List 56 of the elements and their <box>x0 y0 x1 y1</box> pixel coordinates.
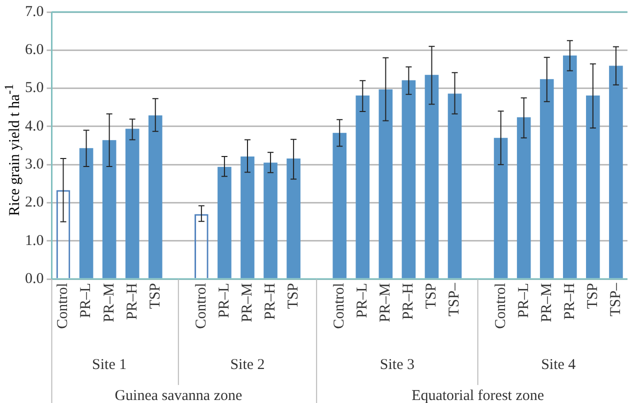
text: Site 2 <box>230 356 265 373</box>
y-tick-label: 2.0 <box>25 194 44 211</box>
bar <box>516 117 531 278</box>
bar <box>378 89 393 278</box>
text: Site 4 <box>541 356 576 373</box>
x-tick-label: Control <box>55 283 72 329</box>
x-tick-label: PR–L <box>516 283 532 318</box>
text: Equatorial forest zone <box>412 388 544 403</box>
y-tick-label: 0.0 <box>25 270 44 287</box>
bar <box>562 55 577 278</box>
bar <box>448 94 462 278</box>
y-tick-label: 5.0 <box>25 80 44 96</box>
x-tick-label: PR–M <box>538 283 555 322</box>
x-tick-label: TSP– <box>446 282 463 316</box>
y-tick-label: 4.0 <box>25 118 44 134</box>
x-tick-label: TSP– <box>608 282 624 316</box>
bar <box>609 66 623 278</box>
bar <box>102 140 116 278</box>
text: Guinea savanna zone <box>114 388 242 403</box>
bar <box>332 132 347 278</box>
x-tick-label: Control <box>492 283 509 329</box>
y-tick-label: 3.0 <box>25 156 44 173</box>
x-tick-label: Control <box>193 283 210 329</box>
x-tick-label: TSP <box>424 283 440 309</box>
x-tick-label: PR–M <box>378 283 394 322</box>
bar <box>356 96 370 278</box>
bar <box>79 148 94 278</box>
bar <box>218 166 232 278</box>
x-tick-label: PR–H <box>400 282 417 320</box>
x-tick-label: Control <box>332 283 348 329</box>
x-tick-label: PR–H <box>124 282 140 320</box>
x-tick-label: PR–H <box>562 282 578 320</box>
x-tick-label: PR–L <box>354 283 371 318</box>
bar <box>125 128 140 278</box>
bar <box>494 138 508 278</box>
x-tick-label: TSP <box>285 283 302 309</box>
y-tick-label: 1.0 <box>25 232 44 249</box>
x-tick-label: PR–M <box>101 283 118 322</box>
x-tick-label: TSP <box>584 283 601 309</box>
bar <box>540 79 554 278</box>
y-tick-label: 6.0 <box>25 42 44 58</box>
x-tick-label: PR–L <box>216 283 232 318</box>
bar <box>402 80 416 278</box>
bar <box>286 158 300 278</box>
bar <box>264 162 278 278</box>
x-tick-label: PR–H <box>262 282 278 320</box>
bar <box>424 74 439 278</box>
text: Site 1 <box>92 356 127 373</box>
x-tick-label: TSP <box>147 283 164 309</box>
x-tick-label: PR–M <box>239 283 256 322</box>
y-tick-label: 7.0 <box>25 4 44 20</box>
x-tick-label: PR–L <box>78 283 94 318</box>
bar <box>148 115 162 278</box>
bar <box>586 96 600 278</box>
text: Site 3 <box>380 356 414 373</box>
bar <box>240 156 254 278</box>
